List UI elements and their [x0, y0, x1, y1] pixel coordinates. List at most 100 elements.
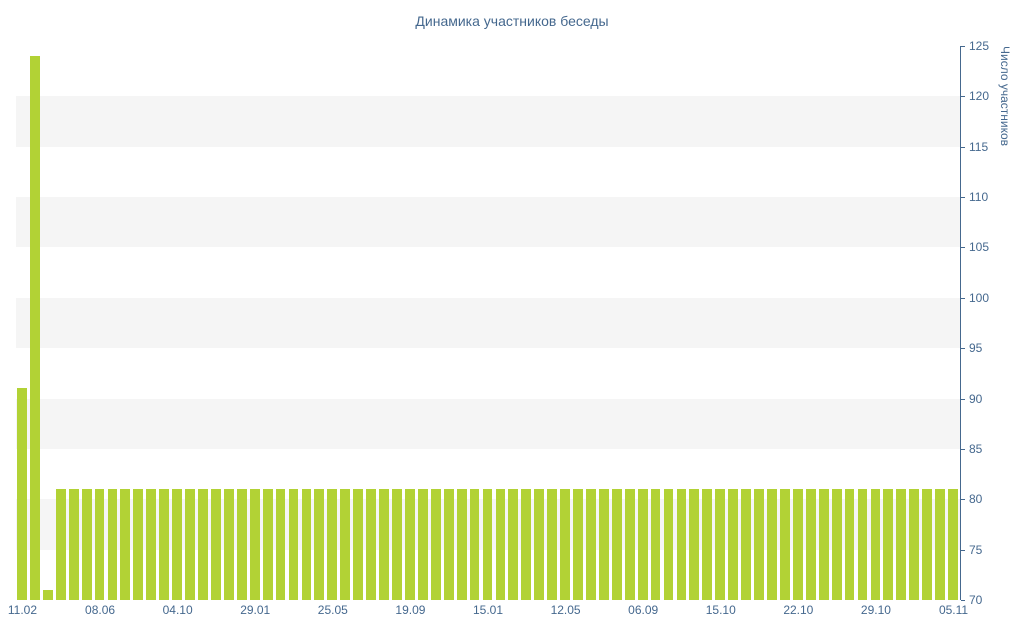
bar[interactable] — [133, 489, 144, 600]
x-tick-label: 29.01 — [240, 603, 271, 617]
x-tick-label: 04.10 — [162, 603, 193, 617]
bar[interactable] — [715, 489, 726, 600]
y-tick — [961, 549, 965, 551]
bar[interactable] — [456, 489, 467, 600]
bar[interactable] — [379, 489, 389, 600]
bar[interactable] — [353, 489, 364, 600]
bar[interactable] — [404, 489, 415, 600]
x-tick-label: 11.02 — [7, 603, 38, 617]
bar[interactable] — [275, 489, 286, 600]
y-tick — [961, 46, 965, 47]
x-tick-label: 05.11 — [938, 603, 969, 617]
bar[interactable] — [573, 489, 583, 600]
x-tick-label: 15.01 — [472, 603, 504, 617]
bar[interactable] — [870, 489, 881, 600]
bar[interactable] — [120, 489, 131, 600]
chart-title: Динамика участников беседы — [415, 13, 609, 29]
bar[interactable] — [223, 489, 234, 600]
bar[interactable] — [728, 489, 739, 600]
bar[interactable] — [146, 489, 157, 600]
bar[interactable] — [508, 489, 519, 600]
x-axis: 11.02 08.06 04.10 29.01 25.05 19.09 15.01 12.05… — [8, 603, 968, 621]
bar[interactable] — [948, 489, 958, 600]
y-tick — [961, 448, 965, 450]
y-tick — [961, 96, 965, 98]
x-tick-label: 06.09 — [628, 603, 659, 617]
bar[interactable] — [767, 489, 777, 600]
y-tick-label: 115 — [969, 139, 989, 154]
bar[interactable] — [94, 489, 105, 600]
bar[interactable] — [211, 489, 221, 600]
bar[interactable] — [392, 489, 402, 600]
bar[interactable] — [741, 489, 751, 600]
bar[interactable] — [172, 489, 183, 600]
bar[interactable] — [262, 489, 273, 600]
bar[interactable] — [805, 489, 816, 600]
y-tick — [961, 499, 965, 501]
bar[interactable] — [534, 489, 545, 600]
bar[interactable] — [611, 489, 622, 600]
bar[interactable] — [340, 489, 351, 600]
bar[interactable] — [857, 489, 868, 600]
y-tick-label: 95 — [969, 341, 983, 356]
bar[interactable] — [663, 489, 674, 600]
bar[interactable] — [818, 489, 829, 600]
bar[interactable] — [159, 489, 170, 600]
bar[interactable] — [883, 489, 894, 600]
bar[interactable] — [107, 489, 118, 600]
y-tick-label: 80 — [969, 492, 983, 507]
bar[interactable] — [650, 489, 661, 600]
bar[interactable] — [831, 489, 842, 600]
bar[interactable] — [185, 489, 195, 600]
bar[interactable] — [417, 489, 428, 600]
bar[interactable] — [469, 489, 480, 600]
y-tick-label: 85 — [969, 441, 983, 456]
bar[interactable] — [689, 489, 700, 600]
bar[interactable] — [598, 489, 609, 600]
bar[interactable] — [909, 489, 920, 600]
bar[interactable] — [922, 489, 933, 600]
y-tick — [961, 348, 965, 350]
bar[interactable] — [249, 489, 260, 600]
bar[interactable] — [482, 489, 493, 600]
bar[interactable] — [366, 489, 376, 600]
bar[interactable] — [17, 388, 27, 600]
x-tick-label: 12.05 — [550, 603, 581, 617]
grid-band — [16, 197, 960, 248]
bar[interactable] — [779, 489, 790, 600]
bar[interactable] — [624, 489, 635, 600]
bar[interactable] — [844, 489, 855, 600]
bar[interactable] — [935, 489, 945, 600]
bar[interactable] — [430, 489, 441, 600]
bar[interactable] — [521, 489, 532, 600]
bar[interactable] — [314, 489, 325, 600]
bar[interactable] — [547, 489, 558, 600]
y-axis-title: Число участников — [998, 46, 1012, 147]
x-tick-label: 19.09 — [395, 603, 426, 617]
y-tick-label: 125 — [969, 39, 990, 53]
bar[interactable] — [236, 489, 247, 600]
bar[interactable] — [29, 56, 40, 600]
y-tick-label: 90 — [969, 391, 983, 406]
bar[interactable] — [301, 489, 312, 600]
bar[interactable] — [288, 489, 299, 600]
bar[interactable] — [81, 489, 92, 600]
x-tick-label: 08.06 — [85, 603, 116, 617]
bar[interactable] — [443, 489, 454, 600]
bar[interactable] — [702, 489, 713, 600]
bar[interactable] — [198, 489, 208, 600]
bar[interactable] — [560, 489, 570, 600]
bar[interactable] — [68, 489, 79, 600]
y-tick — [961, 297, 965, 299]
bar[interactable] — [327, 489, 338, 600]
bar[interactable] — [495, 489, 506, 600]
bar[interactable] — [896, 489, 907, 600]
bar[interactable] — [55, 489, 66, 600]
bar[interactable] — [637, 489, 648, 600]
bar[interactable] — [42, 589, 53, 600]
bar[interactable] — [586, 489, 596, 600]
bar[interactable] — [754, 489, 764, 600]
bar[interactable] — [676, 489, 687, 600]
bar[interactable] — [792, 489, 803, 600]
